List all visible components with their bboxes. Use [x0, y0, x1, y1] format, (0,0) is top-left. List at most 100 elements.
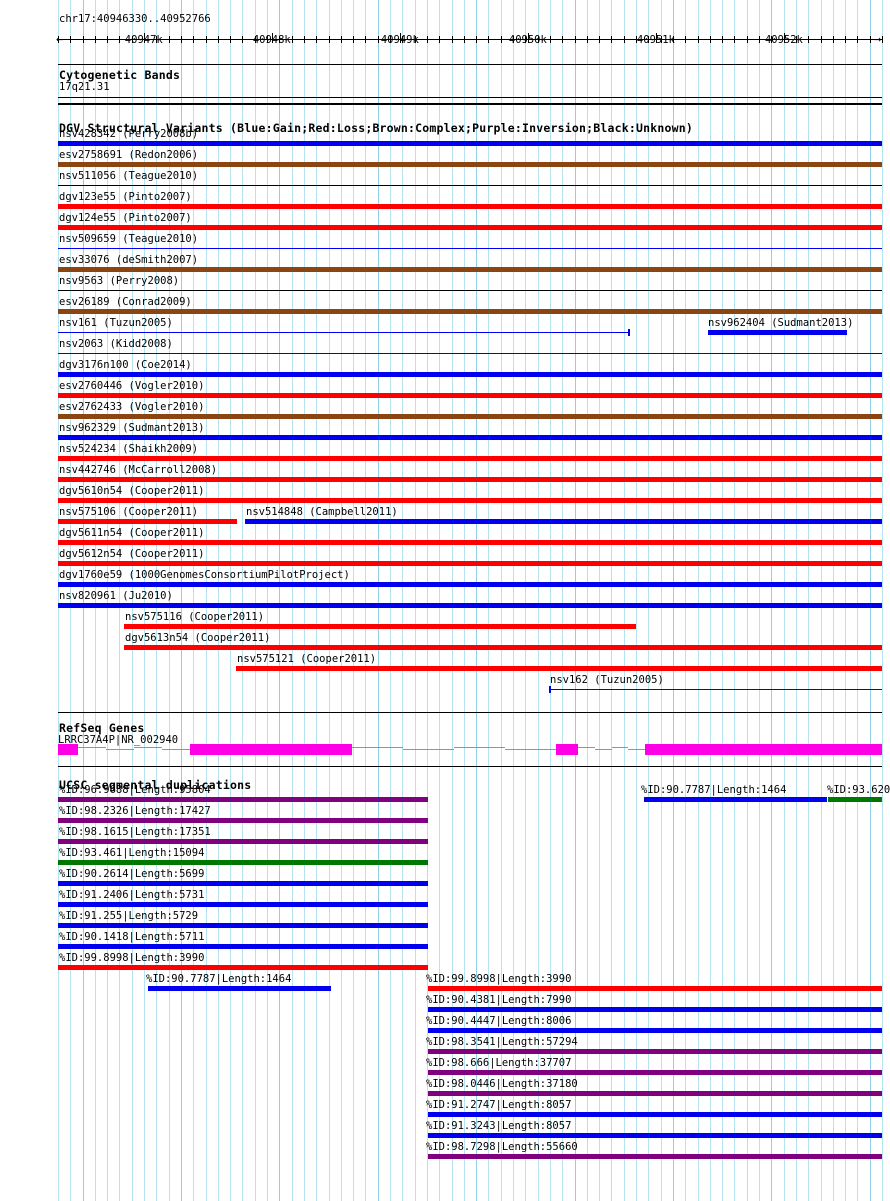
- gene-exon[interactable]: [645, 744, 882, 755]
- dgv-variant-label[interactable]: nsv962329 (Sudmant2013): [59, 422, 205, 434]
- segdup-bar[interactable]: [58, 965, 428, 970]
- dgv-variant-bar[interactable]: [58, 603, 882, 608]
- segdup-bar[interactable]: [428, 1133, 882, 1138]
- refseq-gene-label[interactable]: LRRC37A4P|NR_002940: [58, 734, 179, 746]
- segdup-bar[interactable]: [58, 881, 428, 886]
- dgv-variant-label[interactable]: nsv575106 (Cooper2011): [59, 506, 199, 518]
- dgv-variant-label[interactable]: nsv161 (Tuzun2005): [59, 317, 173, 329]
- segdup-label[interactable]: %ID:98.666|Length:37707: [426, 1057, 572, 1069]
- dgv-variant-label[interactable]: dgv5613n54 (Cooper2011): [125, 632, 271, 644]
- dgv-variant-bar[interactable]: [58, 162, 882, 167]
- dgv-variant-bar[interactable]: [58, 519, 237, 524]
- dgv-variant-bar[interactable]: [58, 248, 882, 249]
- dgv-variant-bar[interactable]: [58, 353, 882, 354]
- segdup-label[interactable]: %ID:90.4381|Length:7990: [426, 994, 572, 1006]
- dgv-variant-label[interactable]: dgv123e55 (Pinto2007): [59, 191, 192, 203]
- segdup-label[interactable]: %ID:98.1615|Length:17351: [59, 826, 211, 838]
- dgv-variant-bar[interactable]: [58, 435, 882, 440]
- dgv-variant-label[interactable]: dgv1760e59 (1000GenomesConsortiumPilotPr…: [59, 569, 350, 581]
- segdup-bar[interactable]: [58, 797, 428, 802]
- segdup-label[interactable]: %ID:90.4447|Length:8006: [426, 1015, 572, 1027]
- segdup-bar[interactable]: [428, 1154, 882, 1159]
- dgv-variant-bar[interactable]: [58, 414, 882, 419]
- dgv-variant-bar[interactable]: [58, 393, 882, 398]
- segdup-bar[interactable]: [428, 1049, 882, 1054]
- dgv-variant-label[interactable]: nsv575116 (Cooper2011): [125, 611, 265, 623]
- segdup-label[interactable]: %ID:91.2406|Length:5731: [59, 889, 205, 901]
- dgv-variant-bar[interactable]: [58, 582, 882, 587]
- segdup-bar[interactable]: [428, 1091, 882, 1096]
- segdup-bar[interactable]: [428, 1007, 882, 1012]
- dgv-variant-bar[interactable]: [58, 185, 882, 186]
- segdup-label[interactable]: %ID:91.255|Length:5729: [59, 910, 199, 922]
- dgv-variant-label[interactable]: nsv162 (Tuzun2005): [550, 674, 664, 686]
- dgv-variant-bar[interactable]: [245, 519, 882, 524]
- gene-model[interactable]: [0, 0, 890, 755]
- dgv-variant-label[interactable]: nsv442746 (McCarroll2008): [59, 464, 218, 476]
- dgv-variant-label[interactable]: dgv124e55 (Pinto2007): [59, 212, 192, 224]
- dgv-variant-bar[interactable]: [58, 561, 882, 566]
- dgv-variant-label[interactable]: nsv2063 (Kidd2008): [59, 338, 173, 350]
- dgv-variant-label[interactable]: nsv575121 (Cooper2011): [237, 653, 377, 665]
- dgv-variant-bar[interactable]: [124, 624, 636, 629]
- segdup-label[interactable]: %ID:98.7298|Length:55660: [426, 1141, 578, 1153]
- dgv-variant-bar[interactable]: [58, 332, 630, 333]
- dgv-variant-bar[interactable]: [58, 204, 882, 209]
- dgv-variant-label[interactable]: nsv509659 (Teague2010): [59, 233, 199, 245]
- dgv-variant-bar[interactable]: [58, 267, 882, 272]
- dgv-variant-label[interactable]: nsv428342 (Perry2008b): [59, 128, 199, 140]
- segdup-label[interactable]: %ID:90.2614|Length:5699: [59, 868, 205, 880]
- dgv-variant-bar[interactable]: [236, 666, 882, 671]
- segdup-bar[interactable]: [644, 797, 827, 802]
- segdup-bar[interactable]: [58, 818, 428, 823]
- gene-exon[interactable]: [190, 744, 352, 755]
- segdup-label[interactable]: %ID:98.0446|Length:37180: [426, 1078, 578, 1090]
- segdup-label[interactable]: %ID:91.3243|Length:8057: [426, 1120, 572, 1132]
- dgv-variant-label[interactable]: nsv511056 (Teague2010): [59, 170, 199, 182]
- dgv-variant-label[interactable]: esv33076 (deSmith2007): [59, 254, 199, 266]
- dgv-variant-bar[interactable]: [58, 540, 882, 545]
- segdup-bar[interactable]: [428, 1028, 882, 1033]
- dgv-variant-label[interactable]: dgv3176n100 (Coe2014): [59, 359, 192, 371]
- dgv-variant-bar[interactable]: [58, 309, 882, 314]
- dgv-variant-bar[interactable]: [58, 372, 882, 377]
- segdup-bar[interactable]: [428, 986, 882, 991]
- segdup-label[interactable]: %ID:98.3541|Length:57294: [426, 1036, 578, 1048]
- segdup-bar[interactable]: [58, 944, 428, 949]
- segdup-bar[interactable]: [428, 1112, 882, 1117]
- segdup-label[interactable]: %ID:96.9688|Length:95804: [59, 784, 211, 796]
- dgv-variant-label[interactable]: nsv514848 (Campbell2011): [246, 506, 398, 518]
- segdup-label[interactable]: %ID:99.8998|Length:3990: [426, 973, 572, 985]
- dgv-variant-bar[interactable]: [58, 290, 882, 291]
- dgv-variant-bar[interactable]: [58, 225, 882, 230]
- segdup-bar[interactable]: [428, 1070, 882, 1075]
- segdup-label[interactable]: %ID:90.1418|Length:5711: [59, 931, 205, 943]
- segdup-bar[interactable]: [58, 902, 428, 907]
- segdup-label[interactable]: %ID:98.2326|Length:17427: [59, 805, 211, 817]
- dgv-variant-label[interactable]: esv26189 (Conrad2009): [59, 296, 192, 308]
- dgv-variant-label[interactable]: nsv962404 (Sudmant2013): [708, 317, 854, 329]
- segdup-bar[interactable]: [58, 923, 428, 928]
- dgv-variant-label[interactable]: nsv524234 (Shaikh2009): [59, 443, 199, 455]
- dgv-variant-label[interactable]: dgv5610n54 (Cooper2011): [59, 485, 205, 497]
- dgv-variant-bar[interactable]: [58, 477, 882, 482]
- dgv-variant-bar[interactable]: [58, 498, 882, 503]
- dgv-variant-bar[interactable]: [58, 456, 882, 461]
- segdup-bar[interactable]: [58, 860, 428, 865]
- dgv-variant-label[interactable]: esv2760446 (Vogler2010): [59, 380, 205, 392]
- dgv-variant-label[interactable]: nsv820961 (Ju2010): [59, 590, 173, 602]
- dgv-variant-bar[interactable]: [549, 689, 882, 690]
- segdup-bar[interactable]: [828, 797, 882, 802]
- segdup-label[interactable]: %ID:91.2747|Length:8057: [426, 1099, 572, 1111]
- dgv-variant-label[interactable]: esv2758691 (Redon2006): [59, 149, 199, 161]
- segdup-label[interactable]: %ID:99.8998|Length:3990: [59, 952, 205, 964]
- dgv-variant-label[interactable]: dgv5612n54 (Cooper2011): [59, 548, 205, 560]
- segdup-label[interactable]: %ID:90.7787|Length:1464: [641, 784, 787, 796]
- segdup-bar[interactable]: [58, 839, 428, 844]
- dgv-variant-label[interactable]: esv2762433 (Vogler2010): [59, 401, 205, 413]
- segdup-label[interactable]: %ID:90.7787|Length:1464: [146, 973, 292, 985]
- dgv-variant-bar[interactable]: [124, 645, 882, 650]
- dgv-variant-label[interactable]: dgv5611n54 (Cooper2011): [59, 527, 205, 539]
- segdup-bar[interactable]: [148, 986, 331, 991]
- segdup-label[interactable]: %ID:93.620...: [827, 784, 890, 796]
